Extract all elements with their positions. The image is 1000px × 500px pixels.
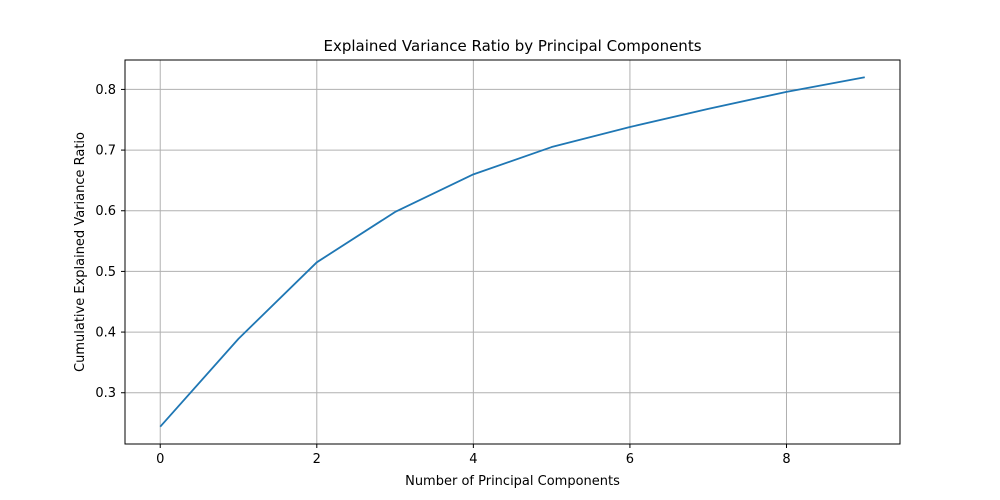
x-tick-label: 2 — [313, 452, 321, 467]
y-tick-label: 0.5 — [95, 265, 116, 280]
plot-area — [125, 60, 900, 444]
x-axis-label: Number of Principal Components — [405, 474, 620, 489]
grid-layer — [125, 60, 900, 444]
x-tick-label: 6 — [626, 452, 634, 467]
y-axis-label: Cumulative Explained Variance Ratio — [73, 132, 88, 372]
series-line — [159, 76, 865, 428]
y-tick-label: 0.8 — [95, 83, 116, 98]
chart-title: Explained Variance Ratio by Principal Co… — [323, 37, 701, 55]
y-tick-label: 0.4 — [95, 326, 116, 341]
x-tick-label: 8 — [782, 452, 790, 467]
series-layer — [159, 76, 865, 428]
tick-layer: 0 2 4 6 8 0.3 0.4 0.5 0.6 0.7 0.8 — [95, 83, 790, 467]
y-tick-label: 0.6 — [95, 204, 116, 219]
x-tick-label: 0 — [156, 452, 164, 467]
plot-frame — [124, 59, 901, 445]
y-tick-label: 0.7 — [95, 144, 116, 159]
y-tick-label: 0.3 — [95, 386, 116, 401]
x-tick-label: 4 — [469, 452, 477, 467]
